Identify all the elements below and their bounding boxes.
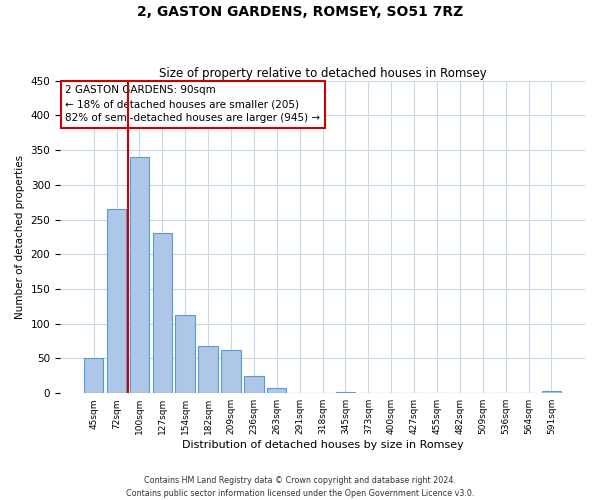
Bar [107, 209, 126, 393]
Text: 2 GASTON GARDENS: 90sqm
← 18% of detached houses are smaller (205)
82% of semi-d: 2 GASTON GARDENS: 90sqm ← 18% of detache… [65, 86, 320, 124]
Text: 2, GASTON GARDENS, ROMSEY, SO51 7RZ: 2, GASTON GARDENS, ROMSEY, SO51 7RZ [137, 5, 463, 19]
Text: Contains HM Land Registry data © Crown copyright and database right 2024.
Contai: Contains HM Land Registry data © Crown c… [126, 476, 474, 498]
Y-axis label: Number of detached properties: Number of detached properties [15, 155, 25, 319]
Bar [542, 391, 561, 393]
X-axis label: Distribution of detached houses by size in Romsey: Distribution of detached houses by size … [182, 440, 463, 450]
Bar [244, 376, 263, 393]
Bar [84, 358, 103, 393]
Bar [130, 157, 149, 393]
Bar [335, 392, 355, 393]
Title: Size of property relative to detached houses in Romsey: Size of property relative to detached ho… [158, 66, 487, 80]
Bar [175, 314, 195, 393]
Bar [267, 388, 286, 393]
Bar [221, 350, 241, 393]
Bar [152, 234, 172, 393]
Bar [199, 346, 218, 393]
